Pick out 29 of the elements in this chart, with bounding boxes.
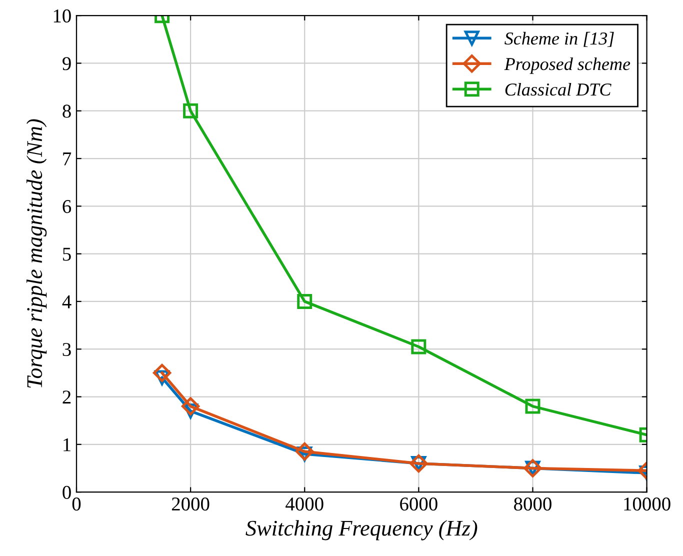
y-tick-label: 8 bbox=[62, 104, 71, 118]
x-tick-label: 2000 bbox=[172, 497, 210, 511]
x-tick-label: 8000 bbox=[514, 497, 552, 511]
point bbox=[181, 397, 200, 416]
legend-label: Proposed scheme bbox=[504, 57, 630, 74]
point bbox=[296, 442, 314, 461]
y-tick-label: 5 bbox=[63, 248, 71, 261]
y-tick-label: 6 bbox=[62, 200, 72, 214]
legend-label: Classical DTC bbox=[505, 82, 612, 96]
y-axis-title: Torque ripple magnitude (Nm) bbox=[26, 119, 47, 388]
y-tick-label: 2 bbox=[62, 390, 71, 404]
y-tick-label: 1 bbox=[64, 438, 70, 452]
y-tick-label: 9 bbox=[62, 57, 71, 70]
point bbox=[525, 398, 540, 414]
x-axis-title: Switching Frequency (Hz) bbox=[246, 520, 478, 540]
y-tick-label: 4 bbox=[62, 295, 72, 308]
y-tick-label: 0 bbox=[62, 486, 71, 499]
point bbox=[297, 294, 312, 309]
point bbox=[411, 339, 426, 354]
x-tick-label: 10000 bbox=[624, 497, 670, 511]
y-tick-label: 7 bbox=[63, 152, 72, 166]
legend-label: Scheme in [13] bbox=[504, 32, 614, 47]
x-tick-label: 0 bbox=[72, 497, 81, 511]
point bbox=[152, 364, 172, 382]
y-tick-label: 10 bbox=[54, 9, 71, 23]
x-tick-label: 6000 bbox=[400, 497, 438, 511]
point bbox=[183, 103, 198, 118]
y-tick-label: 3 bbox=[62, 342, 71, 356]
x-tick-label: 4000 bbox=[286, 497, 324, 511]
